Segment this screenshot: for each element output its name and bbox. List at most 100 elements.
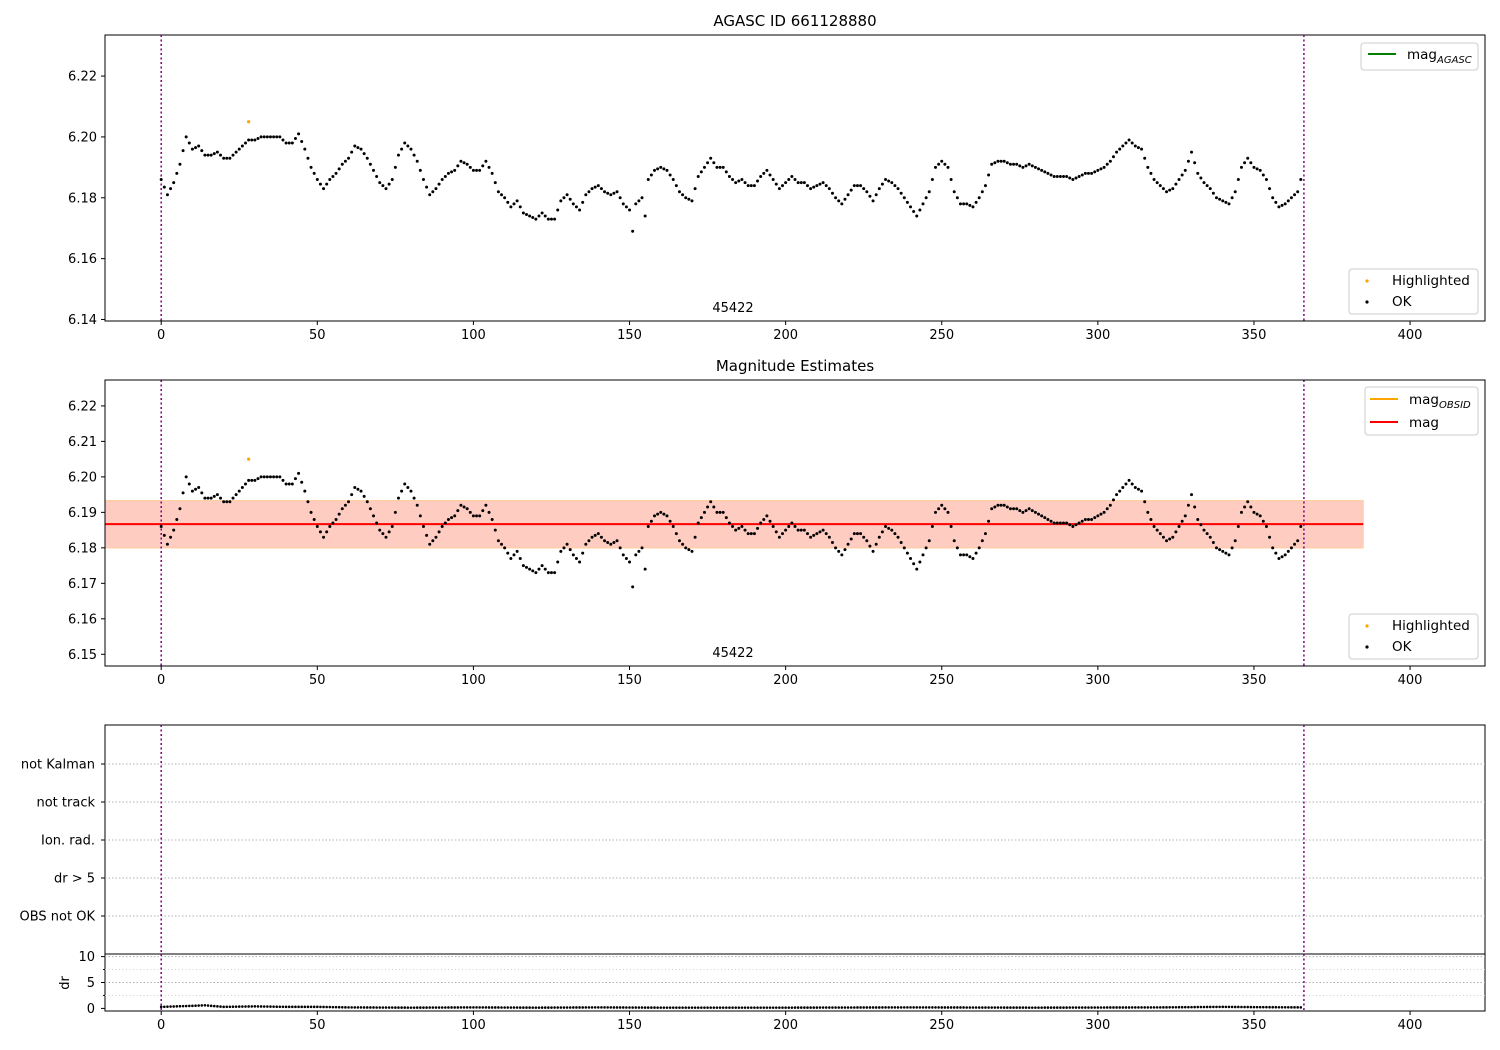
ok-point bbox=[649, 173, 653, 177]
ok-point bbox=[297, 471, 301, 475]
ok-point bbox=[628, 208, 632, 212]
dr-point bbox=[1143, 1006, 1146, 1009]
ok-point bbox=[293, 136, 297, 140]
ok-point bbox=[734, 528, 738, 532]
ok-point bbox=[403, 141, 407, 145]
ok-point bbox=[606, 191, 610, 195]
ok-point bbox=[587, 539, 591, 543]
dr-point bbox=[390, 1006, 394, 1009]
ok-point bbox=[1015, 507, 1019, 511]
dr-point bbox=[462, 1006, 466, 1009]
ok-point bbox=[1239, 165, 1243, 169]
ok-point bbox=[453, 168, 457, 172]
ok-point bbox=[1249, 161, 1253, 165]
ok-point bbox=[615, 190, 619, 194]
dr-point bbox=[568, 1006, 572, 1009]
ok-point bbox=[1033, 165, 1037, 169]
ok-point bbox=[1268, 187, 1272, 191]
ok-point bbox=[952, 539, 956, 543]
ok-point bbox=[347, 156, 351, 160]
dr-point bbox=[912, 1006, 915, 1009]
ok-point bbox=[309, 510, 313, 514]
dr-point bbox=[378, 1006, 382, 1009]
ok-point bbox=[268, 475, 272, 479]
ok-point bbox=[1099, 512, 1103, 516]
ok-point bbox=[1161, 187, 1165, 191]
ok-point bbox=[1171, 187, 1175, 191]
dr-point bbox=[1012, 1006, 1015, 1009]
ok-point bbox=[993, 161, 997, 165]
ok-point bbox=[1183, 514, 1187, 518]
ok-point bbox=[1214, 546, 1218, 550]
dr-point bbox=[266, 1005, 269, 1008]
mag-estimates-panel: Magnitude Estimates 6.15 6.16 6.17 6.18 6.19… bbox=[68, 357, 1486, 688]
dr-point bbox=[166, 1005, 169, 1008]
ok-point bbox=[993, 505, 997, 509]
ok-point bbox=[1102, 165, 1106, 169]
dr-point bbox=[375, 1006, 378, 1009]
y-tick-label: 10 bbox=[78, 950, 95, 965]
dr-point bbox=[593, 1006, 597, 1009]
ok-point bbox=[565, 542, 569, 546]
ok-point bbox=[206, 153, 210, 157]
ok-point bbox=[874, 542, 878, 546]
ok-point bbox=[618, 546, 622, 550]
dr-point bbox=[200, 1004, 204, 1007]
dr-point bbox=[278, 1005, 282, 1009]
ok-point bbox=[818, 530, 822, 534]
ok-point bbox=[1271, 546, 1275, 550]
ok-point bbox=[702, 165, 706, 169]
dr-point bbox=[484, 1006, 488, 1009]
ok-point bbox=[946, 510, 950, 514]
dr-point bbox=[547, 1006, 550, 1009]
ok-point bbox=[287, 141, 291, 145]
ok-point bbox=[1252, 165, 1256, 169]
dr-point bbox=[1090, 1006, 1093, 1009]
agasc-title: AGASC ID 661128880 bbox=[713, 12, 876, 30]
dr-point bbox=[893, 1006, 897, 1009]
ok-point bbox=[521, 211, 525, 215]
ok-point bbox=[287, 482, 291, 486]
x-tick-label: 300 bbox=[1085, 673, 1110, 688]
ok-point bbox=[1218, 548, 1222, 552]
dr-point bbox=[497, 1006, 500, 1009]
dr-point bbox=[968, 1006, 972, 1009]
ok-point bbox=[500, 542, 504, 546]
ok-point bbox=[325, 182, 329, 186]
ok-point bbox=[219, 153, 223, 157]
ok-point bbox=[937, 507, 941, 511]
dr-point bbox=[272, 1005, 275, 1008]
ok-point bbox=[1062, 174, 1066, 178]
ok-point bbox=[350, 150, 354, 154]
dr-point bbox=[1258, 1005, 1262, 1009]
dr-point bbox=[540, 1006, 544, 1009]
ok-point bbox=[212, 152, 216, 156]
dr-point bbox=[328, 1005, 332, 1009]
x-tick-label: 150 bbox=[617, 1018, 642, 1033]
x-tick-label: 300 bbox=[1085, 328, 1110, 343]
ok-point bbox=[1274, 551, 1278, 555]
dr-point bbox=[1237, 1005, 1240, 1009]
ok-point bbox=[1140, 147, 1144, 151]
ok-point bbox=[918, 560, 922, 564]
ok-point bbox=[877, 535, 881, 539]
dr-point bbox=[456, 1006, 460, 1009]
dr-point bbox=[1105, 1006, 1109, 1009]
ok-point bbox=[256, 477, 260, 481]
dr-point bbox=[706, 1006, 709, 1009]
ok-point bbox=[1068, 176, 1072, 180]
dr-point bbox=[506, 1006, 510, 1009]
ok-point bbox=[290, 482, 294, 486]
ok-point bbox=[706, 505, 710, 509]
dr-point bbox=[796, 1006, 800, 1009]
ok-point bbox=[762, 517, 766, 521]
ok-point bbox=[272, 475, 276, 479]
ok-point bbox=[334, 517, 338, 521]
flags-panel: not Kalman not track Ion. rad. dr > 5 OBS no… bbox=[20, 724, 1486, 955]
ok-point bbox=[396, 153, 400, 157]
dr-point bbox=[646, 1006, 650, 1009]
ok-point bbox=[384, 187, 388, 191]
dr-point bbox=[1212, 1005, 1215, 1009]
ok-point bbox=[646, 178, 650, 182]
ok-point bbox=[450, 516, 454, 520]
